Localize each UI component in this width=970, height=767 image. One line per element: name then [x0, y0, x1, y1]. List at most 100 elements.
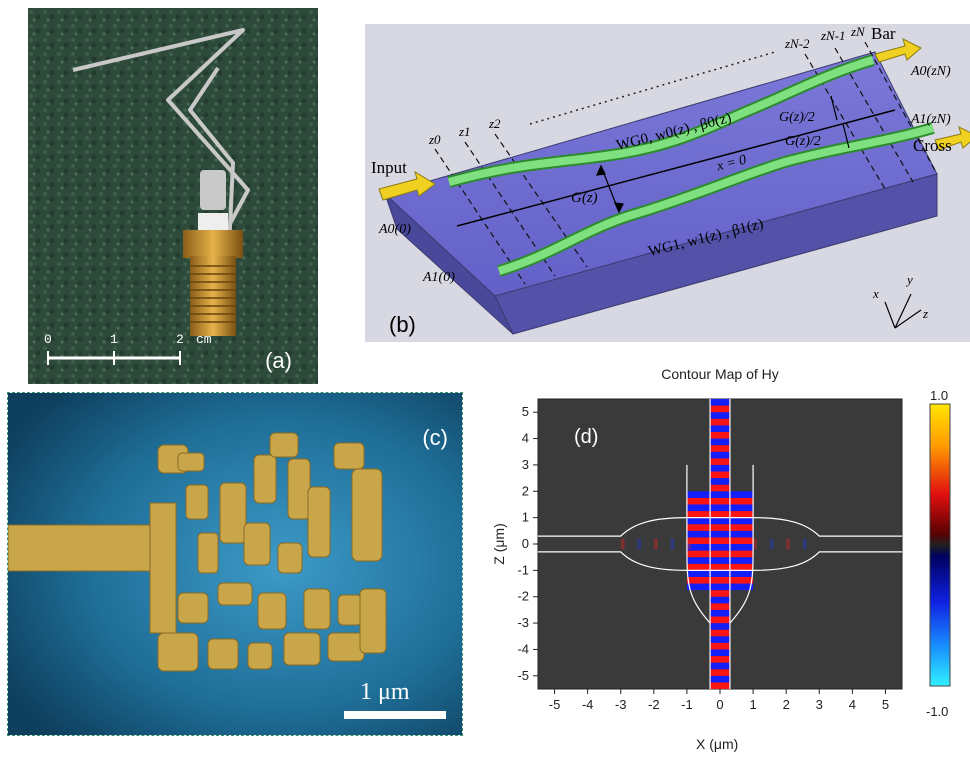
y-tick-label: -5 — [517, 668, 529, 683]
field-band — [710, 478, 730, 485]
field-band — [710, 616, 730, 624]
field-band — [710, 445, 730, 452]
scale-tick-2: 2 — [176, 332, 184, 347]
panel-d-label: (d) — [574, 426, 599, 448]
x-tick-label: -1 — [681, 697, 693, 712]
field-band — [710, 484, 730, 492]
y-tick-label: 4 — [522, 431, 529, 446]
crossing-outline-top — [538, 517, 902, 537]
crossing-outline-left — [686, 464, 711, 624]
a0-output-amplitude: A0(zN) — [911, 64, 951, 79]
field-band — [686, 517, 754, 525]
y-axis-label: Z (μm) — [490, 523, 507, 565]
field-band — [710, 431, 730, 439]
field-band — [653, 538, 658, 550]
field-band — [686, 563, 754, 571]
half-gap-label-top: G(z)/2 — [779, 110, 815, 125]
field-band — [710, 642, 730, 650]
field-band — [686, 504, 754, 512]
field-band — [710, 669, 730, 676]
panel-a-photo: 0 1 2 cm (a) — [28, 8, 318, 384]
scale-tick-0: 0 — [44, 332, 52, 347]
field-band — [710, 412, 730, 419]
field-band — [710, 682, 730, 689]
field-band — [802, 538, 807, 550]
field-band — [686, 511, 754, 518]
field-band — [710, 458, 730, 465]
field-band — [769, 538, 774, 550]
field-band — [670, 538, 675, 550]
y-tick-label: -3 — [517, 615, 529, 630]
panel-c-label: (c) — [422, 425, 448, 450]
field-band — [710, 596, 730, 604]
field-band — [686, 538, 691, 550]
panel-b-schematic: Input Bar Cross A0(0) A1(0) A0(zN) A1(zN… — [365, 24, 970, 342]
field-band — [686, 576, 754, 584]
field-band — [710, 656, 730, 663]
x-tick-label: -3 — [615, 697, 627, 712]
field-band — [710, 464, 730, 472]
field-band — [637, 538, 642, 550]
z2-label: z2 — [489, 116, 501, 131]
scale-bar-c — [344, 711, 446, 719]
field-band — [686, 570, 754, 577]
y-tick-label: 0 — [522, 536, 529, 551]
y-tick-label: -1 — [517, 562, 529, 577]
field-band — [710, 636, 730, 643]
field-band — [710, 603, 730, 610]
y-tick-label: 1 — [522, 510, 529, 525]
field-band — [686, 497, 754, 505]
colorbar — [929, 403, 951, 687]
x-tick-label: -4 — [582, 697, 594, 712]
contour-plot: -5 -4 -3 -2 -1 0 1 2 3 4 5 -5 -4 -3 -2 -1 0 1 2 3 4 5 — [517, 398, 951, 712]
field-band — [753, 538, 758, 550]
scale-unit: cm — [196, 332, 212, 347]
panel-c-sem-image: 1 μm (c) — [7, 392, 463, 736]
field-band — [710, 405, 730, 413]
y-tick-label: 2 — [522, 483, 529, 498]
field-band — [710, 662, 730, 670]
field-band — [686, 583, 754, 591]
axis-x-label: x — [873, 286, 879, 301]
zn-2-label: zN-2 — [785, 36, 810, 51]
zn-label: zN — [851, 24, 865, 39]
field-band — [710, 675, 730, 683]
colorbar-max: 1.0 — [930, 388, 949, 403]
colorbar-min: -1.0 — [926, 704, 949, 719]
sem-device-image — [8, 393, 462, 735]
input-label: Input — [371, 158, 407, 177]
field-band — [710, 451, 730, 459]
y-tick-label: 3 — [522, 457, 529, 472]
crossing-outline-right — [729, 464, 754, 624]
zn-1-label: zN-1 — [821, 28, 846, 43]
gap-label: G(z) — [571, 190, 598, 206]
scale-tick-1: 1 — [110, 332, 118, 347]
a0-input-amplitude: A0(0) — [379, 222, 411, 237]
x-tick-label: 0 — [716, 697, 723, 712]
chart-title: Contour Map of Hy — [661, 366, 779, 382]
field-band — [686, 544, 754, 551]
panel-d-contour-map: Contour Map of Hy -5 -4 -3 -2 -1 0 1 2 3 4 5 -5 -4-… — [490, 360, 970, 767]
panel-a-label: (a) — [265, 348, 292, 373]
x-tick-label: 2 — [783, 697, 790, 712]
field-band — [686, 550, 754, 558]
x-tick-label: 1 — [749, 697, 756, 712]
field-band — [686, 491, 754, 498]
scale-bar-c-text: 1 μm — [360, 679, 410, 705]
field-band — [686, 524, 754, 531]
x-axis-label: X (μm) — [696, 736, 739, 752]
field-band — [710, 609, 730, 617]
antenna-photo — [28, 8, 318, 384]
field-band — [710, 471, 730, 479]
coupler-diagram — [365, 24, 970, 342]
field-band — [620, 538, 625, 550]
field-band — [710, 629, 730, 637]
x-tick-label: -2 — [648, 697, 660, 712]
field-band — [686, 557, 754, 564]
y-tick-label: -4 — [517, 641, 529, 656]
field-band — [710, 438, 730, 446]
x-tick-label: 3 — [816, 697, 823, 712]
field-band — [710, 418, 730, 426]
field-band — [710, 425, 730, 432]
field-band — [710, 623, 730, 630]
